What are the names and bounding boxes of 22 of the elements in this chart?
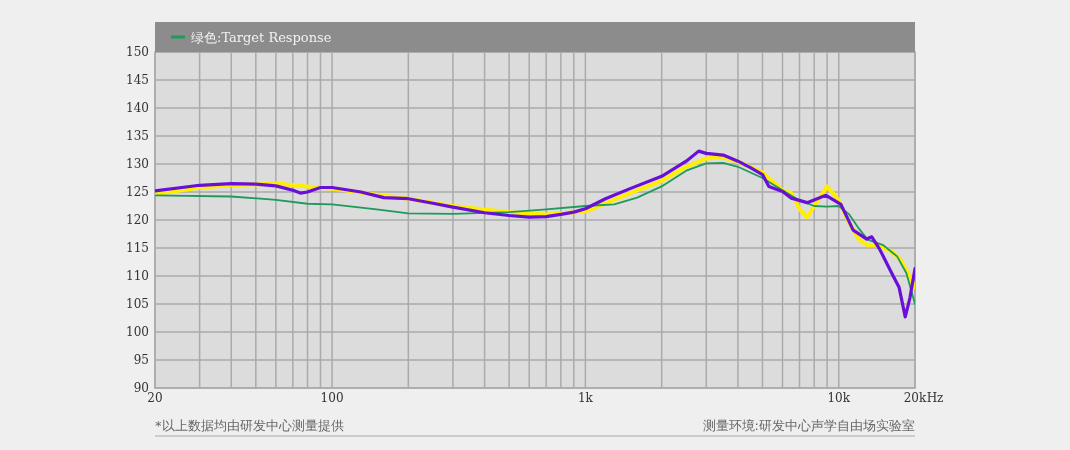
text: 测量环境:研发中心声学自由场实验室 <box>702 418 915 433</box>
y-tick-label: 120 <box>126 213 149 227</box>
x-axis-title: Hz <box>926 391 944 405</box>
y-tick-label: 90 <box>133 381 149 395</box>
x-tick-label: 1k <box>577 391 594 405</box>
y-tick-label: 145 <box>126 73 149 87</box>
y-tick-label: 95 <box>133 353 149 367</box>
legend-label: 绿色:Target Response <box>191 30 332 45</box>
y-tick-label: 100 <box>126 325 149 339</box>
y-tick-label: 135 <box>126 129 149 143</box>
x-tick-label: 20 <box>147 391 163 405</box>
x-tick-label: 10k <box>827 391 851 405</box>
text: *以上数据均由研发中心测量提供 <box>155 418 344 433</box>
y-tick-label: 140 <box>126 101 149 115</box>
x-tick-label: 100 <box>320 391 344 405</box>
y-tick-label: 105 <box>126 297 149 311</box>
y-tick-label: 130 <box>126 157 149 171</box>
y-tick-label: 115 <box>126 241 149 255</box>
y-tick-label: 110 <box>126 269 149 283</box>
x-tick-label: 20k <box>903 391 927 405</box>
y-tick-label: 125 <box>126 185 149 199</box>
y-tick-label: 150 <box>126 45 149 59</box>
